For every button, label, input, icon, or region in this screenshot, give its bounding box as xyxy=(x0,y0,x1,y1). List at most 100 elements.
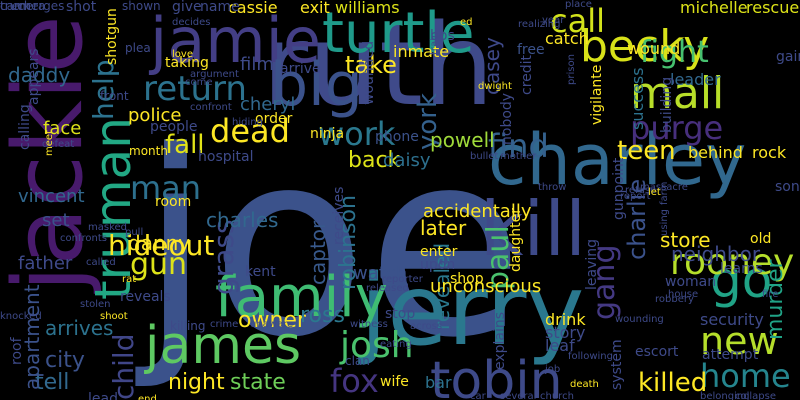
word-come: come xyxy=(185,77,213,88)
word-wife: wife xyxy=(380,374,409,390)
word-face: face xyxy=(43,118,82,139)
word-story: story xyxy=(545,323,586,342)
word-danny: danny xyxy=(128,231,191,255)
word-back: back xyxy=(348,148,401,173)
word-stolen: stolen xyxy=(80,299,111,310)
word-escort: escort xyxy=(635,344,679,360)
word-shot: shot xyxy=(66,0,97,15)
word-captor: captor xyxy=(306,220,330,285)
word-meet: meet xyxy=(44,130,55,156)
word-end: end xyxy=(138,394,157,400)
word-attempt: attempt xyxy=(702,347,759,363)
word-car: car xyxy=(470,391,486,400)
word-front: front xyxy=(100,89,129,103)
word-williams: williams xyxy=(335,0,400,17)
word-dwight: dwight xyxy=(478,81,512,92)
word-son: son xyxy=(775,179,800,195)
word-joe: joe xyxy=(140,97,524,394)
word-family: family xyxy=(215,265,388,330)
word-killed: killed xyxy=(638,368,708,398)
word-state: state xyxy=(230,370,286,395)
word-take: take xyxy=(345,51,397,79)
word-house: house xyxy=(668,289,699,300)
word-calling: calling xyxy=(17,104,33,150)
word-lead: lead xyxy=(88,391,118,400)
word-place: place xyxy=(565,0,592,10)
word-job: job xyxy=(545,364,561,375)
word-ross: ross xyxy=(300,303,345,328)
word-kent: kent xyxy=(245,264,276,280)
word-fall: fall xyxy=(165,130,205,160)
word-room: room xyxy=(155,194,192,210)
word-plea: plea xyxy=(125,41,151,55)
word-credit: credit xyxy=(519,54,535,95)
word-across: across xyxy=(410,321,443,332)
word-cheryl: cheryl xyxy=(240,94,296,115)
word-purge: purge xyxy=(630,109,724,147)
word-prison: prison xyxy=(566,54,577,85)
word-wounding: wounding xyxy=(615,314,664,325)
word-shoot: shoot xyxy=(100,311,128,322)
word-appears: appears xyxy=(26,48,42,105)
word-watch: watch xyxy=(353,263,408,284)
word-wound: wound xyxy=(627,39,681,58)
word-success: success xyxy=(628,67,647,130)
word-rescue: rescue xyxy=(746,0,800,17)
word-film: film xyxy=(240,54,274,75)
word-farm: farm xyxy=(659,181,670,205)
word-becky: becky xyxy=(580,21,710,72)
word-charley: charley xyxy=(488,119,747,201)
word-big: big xyxy=(270,50,363,120)
word-owner: owner xyxy=(238,308,306,333)
word-explains: explains xyxy=(492,311,508,370)
word-bullet: bullet xyxy=(470,151,499,162)
word-night: night xyxy=(168,370,225,395)
word-vincent: vincent xyxy=(18,186,85,207)
word-bos: bos xyxy=(430,28,455,44)
word-argument: argument xyxy=(190,69,239,80)
word-fire: fire xyxy=(762,289,779,300)
word-leader: leader xyxy=(670,70,721,89)
word-man: man xyxy=(130,169,202,207)
word-truck: truck xyxy=(0,0,31,13)
word-jamie: jamie xyxy=(150,4,321,77)
word-rat: rat xyxy=(122,274,137,285)
word-work: work xyxy=(318,115,396,153)
word-refuse: refuse xyxy=(625,185,657,196)
word-pull: pull xyxy=(125,227,144,238)
word-report: report xyxy=(620,191,651,202)
word-gain: gain xyxy=(776,49,800,65)
word-vigilante: vigilante xyxy=(589,64,605,125)
word-kill: kill xyxy=(480,185,586,273)
word-tell: tell xyxy=(35,370,70,395)
word-death: death xyxy=(570,379,599,390)
word-robbery: robbery xyxy=(655,294,694,305)
word-masked: masked xyxy=(88,222,128,233)
word-building: building xyxy=(659,76,675,133)
word-confronts: confronts xyxy=(60,233,107,244)
word-store: store xyxy=(660,228,711,252)
word-crime: crime xyxy=(210,319,239,330)
word-give: give xyxy=(172,0,202,15)
word-following: following xyxy=(568,351,613,362)
word-james: james xyxy=(145,316,302,376)
word-rock: rock xyxy=(752,143,787,162)
word-home: home xyxy=(700,357,791,395)
word-shown: shown xyxy=(122,0,161,13)
word-neighbor: neighbor xyxy=(671,242,761,266)
word-free: free xyxy=(517,42,545,58)
word-father: father xyxy=(18,253,73,274)
word-wounded: wounded xyxy=(361,40,377,105)
word-eating: eating xyxy=(380,339,412,350)
word-killing: killing xyxy=(170,319,206,333)
word-order: order xyxy=(255,111,293,127)
word-daughter: daughter xyxy=(508,208,524,272)
word-upon: upon xyxy=(420,257,456,273)
word-knocked: knocked xyxy=(0,311,42,322)
word-hospital: hospital xyxy=(198,149,254,165)
word-mother: mother xyxy=(500,151,537,162)
word-fox: fox xyxy=(330,362,379,400)
word-defeat: defeat xyxy=(42,139,75,150)
word-roof: roof xyxy=(9,337,25,365)
